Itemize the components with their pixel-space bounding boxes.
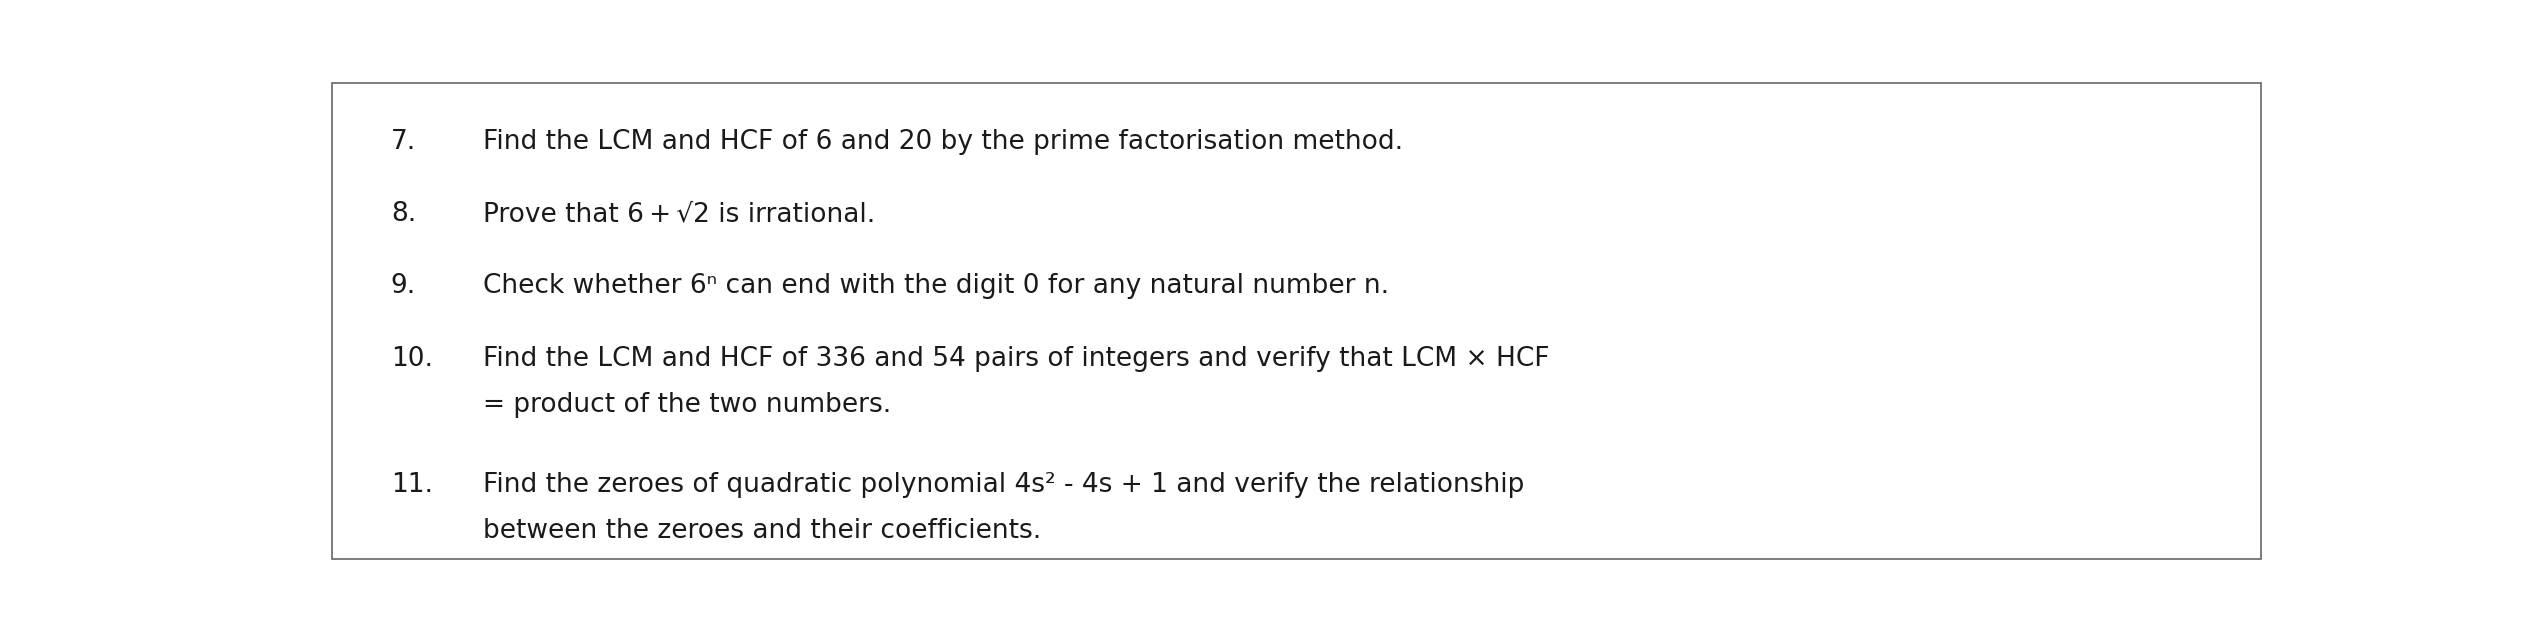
Text: Find the LCM and HCF of 6 and 20 by the prime factorisation method.: Find the LCM and HCF of 6 and 20 by the … xyxy=(483,129,1404,155)
Text: Prove that 6 + √2 is irrational.: Prove that 6 + √2 is irrational. xyxy=(483,201,875,227)
Text: 8.: 8. xyxy=(390,201,415,227)
Text: Find the zeroes of quadratic polynomial 4s² - 4s + 1 and verify the relationship: Find the zeroes of quadratic polynomial … xyxy=(483,472,1523,498)
Text: Find the LCM and HCF of 336 and 54 pairs of integers and verify that LCM × HCF: Find the LCM and HCF of 336 and 54 pairs… xyxy=(483,346,1548,372)
Text: Check whether 6ⁿ can end with the digit 0 for any natural number n.: Check whether 6ⁿ can end with the digit … xyxy=(483,273,1389,299)
Text: 9.: 9. xyxy=(390,273,415,299)
Text: 10.: 10. xyxy=(390,346,433,372)
Text: 11.: 11. xyxy=(390,472,433,498)
Text: 7.: 7. xyxy=(390,129,415,155)
Text: between the zeroes and their coefficients.: between the zeroes and their coefficient… xyxy=(483,518,1042,544)
Text: = product of the two numbers.: = product of the two numbers. xyxy=(483,392,891,418)
